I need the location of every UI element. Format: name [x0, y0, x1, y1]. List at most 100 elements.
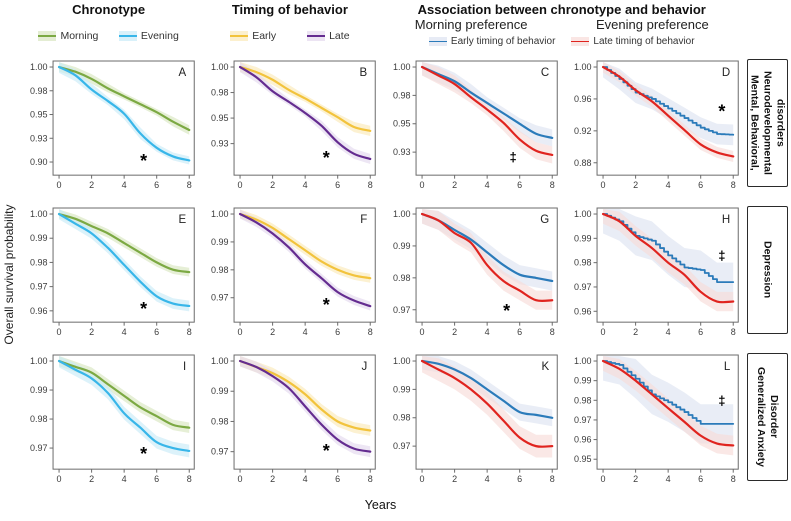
svg-text:6: 6 — [517, 180, 522, 190]
svg-text:8: 8 — [549, 474, 554, 484]
svg-text:4: 4 — [484, 180, 489, 190]
panel-J: 1.00 0.99 0.98 0.97 0 2 4 6 8 J * — [199, 348, 380, 495]
svg-text:1.00: 1.00 — [30, 209, 48, 219]
panel-grid: 1.00 0.98 0.95 0.93 0.90 0 2 4 6 8 A * 1.00 0.98 0.95… — [18, 54, 791, 496]
svg-text:1.00: 1.00 — [30, 356, 48, 366]
svg-text:0.97: 0.97 — [30, 443, 48, 453]
svg-text:L: L — [724, 361, 731, 373]
row-depression: 1.00 0.99 0.98 0.97 0.96 0 2 4 6 8 E * 1.00 0.99 0.98… — [18, 201, 791, 348]
svg-text:0.98: 0.98 — [211, 265, 229, 275]
svg-text:0: 0 — [419, 327, 424, 337]
svg-text:1.00: 1.00 — [211, 356, 229, 366]
svg-text:2: 2 — [633, 474, 638, 484]
early-timing-line-icon — [428, 37, 447, 46]
svg-text:0.97: 0.97 — [30, 281, 48, 291]
svg-text:6: 6 — [698, 180, 703, 190]
svg-text:4: 4 — [122, 327, 127, 337]
svg-text:4: 4 — [484, 327, 489, 337]
svg-text:H: H — [722, 214, 730, 226]
svg-text:1.00: 1.00 — [574, 356, 592, 366]
chronotype-legend: Morning Evening — [18, 30, 199, 42]
morning-preference-subhead: Morning preference — [414, 17, 528, 32]
late-line-icon — [307, 31, 326, 41]
svg-text:1.00: 1.00 — [574, 62, 592, 72]
svg-text:4: 4 — [303, 327, 308, 337]
figure-header: Chronotype Morning Evening Timing of beh… — [0, 0, 791, 54]
svg-text:*: * — [140, 444, 147, 464]
svg-text:4: 4 — [122, 474, 127, 484]
svg-text:0.95: 0.95 — [574, 454, 592, 464]
svg-text:*: * — [140, 151, 147, 171]
association-title: Association between chronotype and behav… — [417, 2, 706, 17]
late-timing-line-icon — [571, 37, 590, 46]
legend-item-evening: Evening — [118, 30, 179, 42]
svg-text:4: 4 — [122, 180, 127, 190]
svg-text:8: 8 — [730, 327, 735, 337]
svg-text:0.98: 0.98 — [30, 414, 48, 424]
svg-text:0.96: 0.96 — [574, 94, 592, 104]
row-generalized-anxiety: 1.00 0.99 0.98 0.97 0 2 4 6 8 I * 1.00 0.99 0.98 0.97… — [18, 348, 791, 495]
svg-text:4: 4 — [665, 474, 670, 484]
svg-text:0.97: 0.97 — [393, 305, 411, 315]
svg-text:6: 6 — [335, 474, 340, 484]
association-header: Association between chronotype and behav… — [381, 0, 744, 54]
svg-text:4: 4 — [484, 474, 489, 484]
svg-text:J: J — [362, 361, 368, 373]
svg-text:0: 0 — [238, 474, 243, 484]
svg-text:2: 2 — [270, 180, 275, 190]
svg-text:6: 6 — [154, 180, 159, 190]
svg-text:2: 2 — [452, 180, 457, 190]
association-legend: Early timing of behavior Late timing of … — [381, 36, 744, 47]
svg-text:0.98: 0.98 — [30, 85, 48, 95]
svg-text:4: 4 — [665, 180, 670, 190]
svg-text:8: 8 — [730, 180, 735, 190]
svg-text:0.88: 0.88 — [574, 157, 592, 167]
panel-G-svg: 1.00 0.99 0.98 0.97 0 2 4 6 8 G * — [393, 207, 558, 337]
svg-text:6: 6 — [154, 474, 159, 484]
svg-text:6: 6 — [698, 327, 703, 337]
svg-text:2: 2 — [89, 327, 94, 337]
svg-text:0.99: 0.99 — [211, 237, 229, 247]
panel-D: 1.00 0.96 0.92 0.88 0 2 4 6 8 D * — [562, 54, 743, 201]
legend-label: Morning — [60, 30, 99, 42]
svg-text:6: 6 — [335, 180, 340, 190]
svg-text:0: 0 — [600, 474, 605, 484]
svg-text:8: 8 — [187, 180, 192, 190]
evening-line-icon — [118, 31, 137, 41]
svg-text:0.99: 0.99 — [30, 233, 48, 243]
svg-text:0.92: 0.92 — [574, 125, 592, 135]
svg-text:6: 6 — [517, 327, 522, 337]
svg-text:0: 0 — [419, 474, 424, 484]
svg-text:1.00: 1.00 — [393, 356, 411, 366]
legend-item-late: Late — [307, 30, 350, 42]
svg-text:0.95: 0.95 — [211, 113, 229, 123]
svg-text:0.96: 0.96 — [574, 435, 592, 445]
early-line-icon — [230, 31, 249, 41]
svg-text:0: 0 — [238, 180, 243, 190]
svg-text:0.98: 0.98 — [574, 257, 592, 267]
svg-text:0.99: 0.99 — [574, 233, 592, 243]
svg-text:2: 2 — [89, 474, 94, 484]
svg-text:0: 0 — [600, 180, 605, 190]
svg-text:0.97: 0.97 — [393, 441, 411, 451]
svg-text:2: 2 — [633, 327, 638, 337]
svg-text:6: 6 — [698, 474, 703, 484]
svg-text:‡: ‡ — [509, 149, 516, 164]
svg-text:0.93: 0.93 — [211, 138, 229, 148]
chronotype-title: Chronotype — [72, 2, 146, 17]
svg-text:8: 8 — [187, 474, 192, 484]
svg-text:0: 0 — [57, 327, 62, 337]
panel-L: 1.00 0.99 0.98 0.97 0.96 0.95 0 2 4 6 8 L ‡ — [562, 348, 743, 495]
svg-text:0.90: 0.90 — [30, 157, 48, 167]
legend-item-late-timing: Late timing of behavior — [571, 36, 695, 47]
svg-text:I: I — [183, 361, 186, 373]
svg-text:B: B — [360, 67, 368, 79]
panel-H-svg: 1.00 0.99 0.98 0.97 0.96 0 2 4 6 8 H ‡ — [574, 207, 739, 337]
svg-text:8: 8 — [187, 327, 192, 337]
evening-preference-subhead: Evening preference — [596, 17, 709, 32]
svg-text:E: E — [179, 214, 187, 226]
svg-text:0.97: 0.97 — [574, 415, 592, 425]
svg-text:0.99: 0.99 — [30, 385, 48, 395]
panel-A: 1.00 0.98 0.95 0.93 0.90 0 2 4 6 8 A * — [18, 54, 199, 201]
svg-text:8: 8 — [368, 474, 373, 484]
